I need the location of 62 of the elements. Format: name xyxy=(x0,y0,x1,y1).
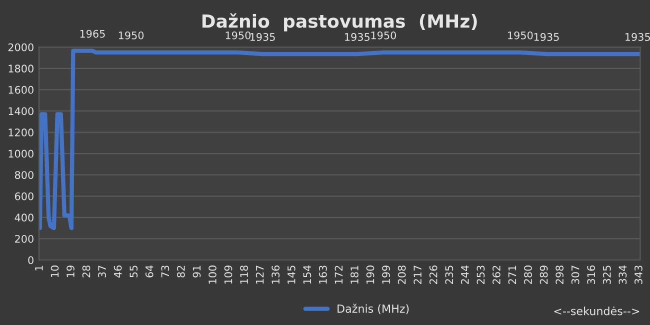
x-tick-label: 100 xyxy=(208,266,216,284)
x-tick-label: 334 xyxy=(618,265,627,284)
y-tick-label: 1400 xyxy=(8,107,34,116)
chart-title: Dažnio pastovumas (MHz) xyxy=(202,13,477,32)
x-tick-label: 1 xyxy=(35,266,43,270)
x-tick-label: 136 xyxy=(272,266,280,284)
x-tick-label: 199 xyxy=(382,266,390,284)
x-tick-label: 262 xyxy=(492,266,500,284)
annotation: 1950 xyxy=(508,31,533,40)
x-tick-label: 145 xyxy=(288,266,296,284)
legend-label: Dažnis (MHz) xyxy=(338,304,409,314)
x-tick-label: 163 xyxy=(318,266,327,284)
annotation: 1935 xyxy=(534,33,559,41)
x-tick-label: 10 xyxy=(50,266,59,277)
x-tick-label: 235 xyxy=(445,266,454,284)
y-tick-label: 600 xyxy=(14,192,34,200)
x-tick-label: 73 xyxy=(161,266,170,278)
x-tick-label: 28 xyxy=(82,266,90,278)
x-tick-label: 253 xyxy=(476,266,485,284)
y-tick-label: 1600 xyxy=(8,86,34,94)
x-tick-label: 190 xyxy=(366,266,374,284)
x-tick-label: 127 xyxy=(256,266,264,284)
y-tick-label: 1000 xyxy=(8,150,34,158)
annotation: 1935 xyxy=(250,33,275,41)
x-tick-label: 46 xyxy=(114,266,122,278)
x-tick-label: 217 xyxy=(414,266,422,284)
x-tick-label: 19 xyxy=(66,266,74,277)
x-tick-label: 325 xyxy=(602,266,611,284)
x-tick-label: 37 xyxy=(98,266,106,278)
y-tick-label: 0 xyxy=(28,256,34,264)
x-axis-title: <--sekundės--> xyxy=(554,306,640,316)
x-tick-label: 289 xyxy=(540,266,548,284)
x-tick-label: 55 xyxy=(130,266,138,278)
x-tick-label: 181 xyxy=(350,266,358,284)
y-tick-label: 800 xyxy=(14,171,34,179)
annotation: 1950 xyxy=(118,31,144,40)
x-tick-label: 91 xyxy=(192,266,201,278)
annotation: 1965 xyxy=(80,30,105,38)
x-tick-label: 172 xyxy=(334,266,342,284)
x-tick-label: 316 xyxy=(587,266,596,284)
annotation: 1935 xyxy=(345,33,370,41)
x-tick-label: 244 xyxy=(460,265,469,284)
y-tick-label: 200 xyxy=(15,234,34,243)
x-tick-label: 118 xyxy=(240,266,248,284)
x-tick-label: 298 xyxy=(556,266,564,284)
y-tick-label: 1200 xyxy=(8,128,34,136)
x-tick-label: 307 xyxy=(571,266,580,284)
y-tick-label: 400 xyxy=(14,214,34,222)
x-tick-label: 280 xyxy=(524,266,532,284)
y-tick-label: 1800 xyxy=(8,64,34,73)
annotation: 1950 xyxy=(371,31,396,40)
x-tick-label: 343 xyxy=(634,266,642,284)
x-tick-label: 208 xyxy=(398,266,406,284)
annotation: 1935 xyxy=(626,33,650,41)
x-tick-label: 226 xyxy=(429,266,438,284)
x-tick-label: 64 xyxy=(145,265,154,278)
annotation: 1950 xyxy=(226,31,251,40)
x-tick-label: 154 xyxy=(303,265,312,284)
x-tick-label: 82 xyxy=(177,266,185,278)
x-tick-label: 109 xyxy=(224,266,232,284)
y-tick-label: 2000 xyxy=(8,43,34,52)
x-tick-label: 271 xyxy=(508,266,516,284)
